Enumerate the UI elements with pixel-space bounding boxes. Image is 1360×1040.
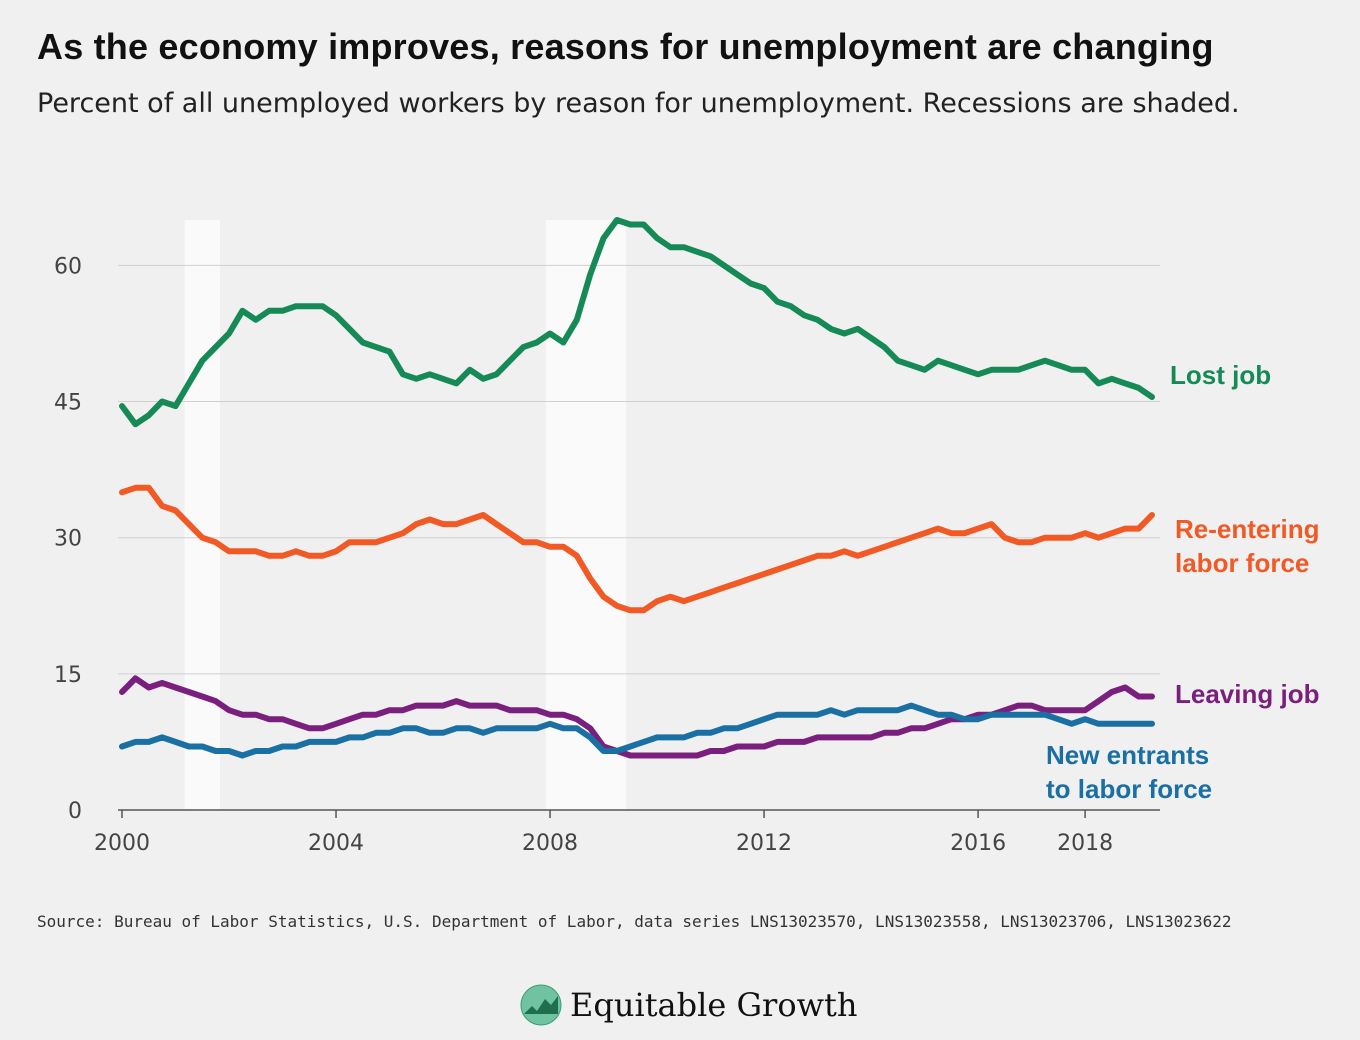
series-line-leaving-job [119,675,1155,759]
series-line-new-entrants-to-labor-force [119,702,1155,759]
series-label-new-entrants-to-labor-force: New entrants to labor force [1046,740,1212,804]
y-tick-label: 15 [54,663,82,688]
x-tick-label: 2012 [736,831,792,856]
y-tick-label: 45 [54,391,82,416]
brand-logo: Equitable Growth [520,980,857,1030]
x-tick-label: 2008 [522,831,578,856]
x-axis: 2000 2004 2008 2012 2016 2018 [94,810,1113,856]
y-tick-label: 60 [54,254,82,279]
y-tick-label: 0 [68,799,82,824]
series-lines [119,217,1155,759]
series-labels: Lost job Re-entering labor force Leaving jo… [1046,360,1319,804]
series-label-lost-job: Lost job [1170,360,1271,390]
recession-band-0 [184,220,220,810]
y-axis: 0 15 30 45 60 [54,254,82,824]
line-chart: 0 15 30 45 60 2000 2004 2008 2012 2016 2018 Lost … [54,217,1319,856]
x-tick-label: 2016 [950,831,1006,856]
recession-shading [184,220,627,810]
gridlines [118,264,1160,811]
series-line-re-entering-labor-force [119,484,1155,614]
x-tick-label: 2004 [308,831,364,856]
recession-band-1 [545,220,627,810]
source-note: Source: Bureau of Labor Statistics, U.S.… [37,912,1232,931]
brand-name: Equitable Growth [570,986,858,1024]
y-tick-label: 30 [54,527,82,552]
x-tick-label: 2018 [1057,831,1113,856]
series-label-leaving-job: Leaving job [1175,679,1319,709]
equitable-growth-logo-icon [520,984,562,1026]
series-label-re-entering-labor-force: Re-entering labor force [1175,514,1319,578]
series-line-lost-job [119,217,1155,428]
page-title: As the economy improves, reasons for une… [37,26,1214,67]
page-subtitle: Percent of all unemployed workers by rea… [37,88,1240,119]
x-tick-label: 2000 [94,831,150,856]
